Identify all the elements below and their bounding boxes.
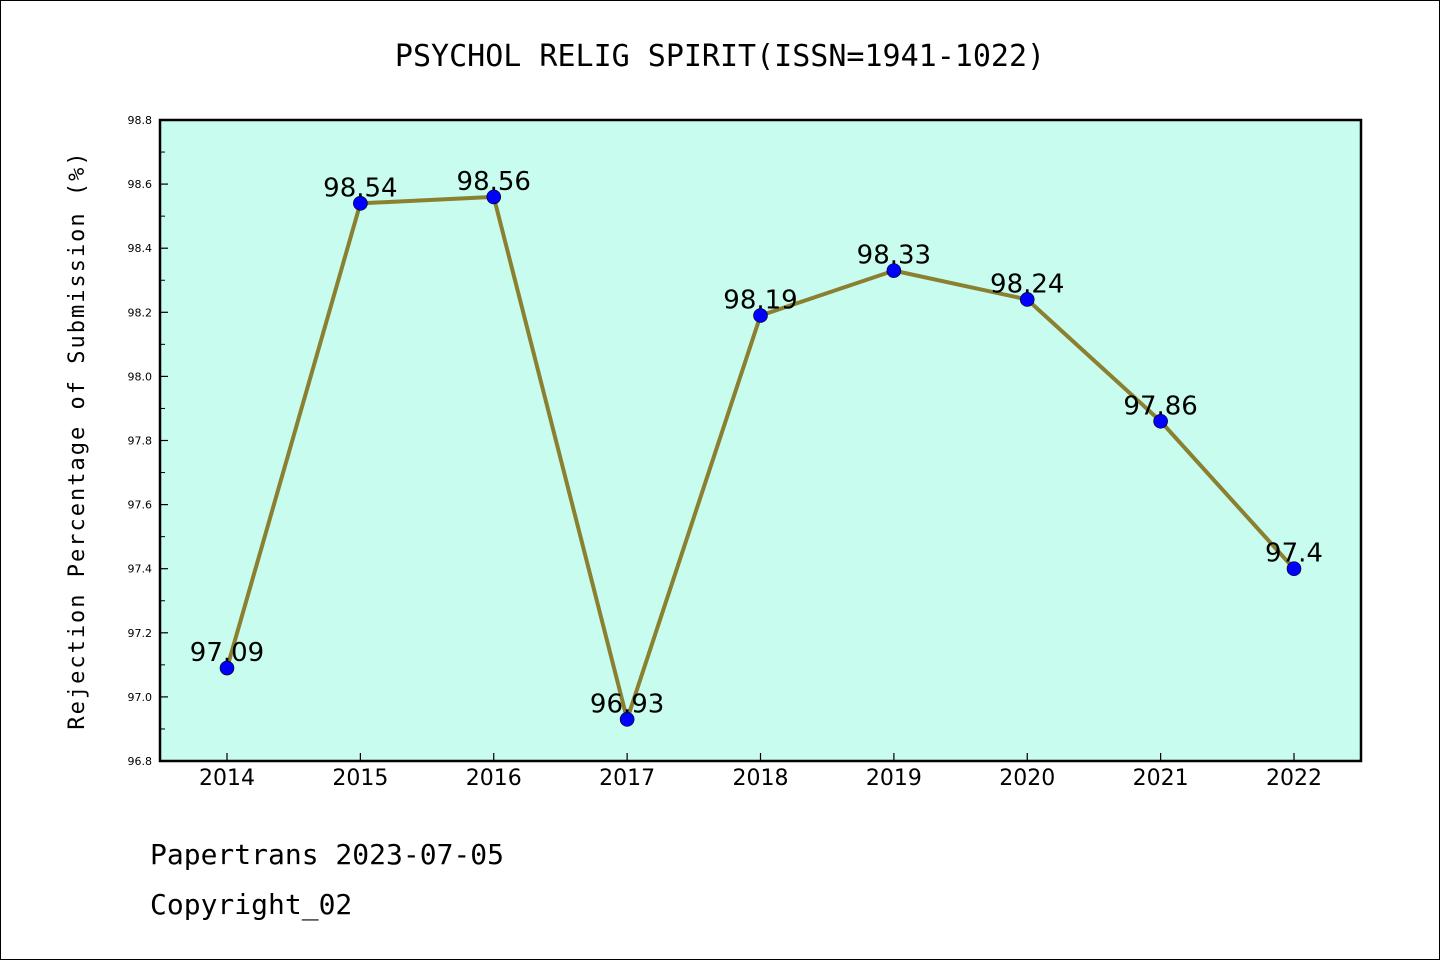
data-label: 97.09 xyxy=(190,638,264,668)
data-point xyxy=(753,308,768,323)
plot-area xyxy=(158,118,1363,763)
data-label: 98.56 xyxy=(457,167,531,197)
x-tick-label: 2014 xyxy=(199,766,255,791)
y-tick-label: 97.6 xyxy=(128,499,153,512)
y-tick-label: 97.4 xyxy=(128,563,153,576)
data-point xyxy=(1286,561,1302,577)
data-label: 97.86 xyxy=(1123,391,1197,421)
footer-date: Papertrans 2023-07-05 xyxy=(150,838,504,871)
data-labels: 97.09 98.54 98.56 96.93 98.19 98.33 98.24 97.86… xyxy=(190,167,1323,719)
x-tick-label: 2017 xyxy=(599,766,655,791)
data-point xyxy=(1153,413,1168,429)
x-tick-label: 2022 xyxy=(1266,766,1322,791)
data-point xyxy=(486,189,502,205)
x-tick-label: 2019 xyxy=(866,766,922,791)
y-tick-label: 98.6 xyxy=(128,178,153,191)
data-label: 98.33 xyxy=(857,241,931,271)
x-tick-label: 2015 xyxy=(332,766,388,791)
data-point xyxy=(219,660,235,676)
data-label: 98.24 xyxy=(990,269,1064,299)
data-points xyxy=(219,189,1302,727)
x-tick-label: 2018 xyxy=(733,766,789,791)
footer-copyright: Copyright_02 xyxy=(150,888,352,922)
y-tick-label: 97.2 xyxy=(128,627,153,640)
y-axis: 96.8 97.0 97.2 97.4 97.6 97.8 98.0 98.2 98.4 98.6… xyxy=(128,114,168,768)
chart-title: PSYCHOL RELIG SPIRIT(ISSN=1941-1022) xyxy=(395,39,1045,74)
x-tick-label: 2016 xyxy=(466,766,522,791)
y-tick-label: 97.0 xyxy=(128,691,153,704)
data-point xyxy=(886,263,902,278)
y-tick-label: 98.2 xyxy=(128,306,153,319)
data-point xyxy=(353,196,368,211)
data-point xyxy=(1019,292,1035,307)
x-tick-label: 2020 xyxy=(999,766,1055,791)
x-tick-label: 2021 xyxy=(1133,766,1189,791)
data-label: 98.19 xyxy=(723,286,797,316)
data-label: 96.93 xyxy=(590,689,664,719)
x-axis: 2014 2015 2016 2017 2018 2019 2020 2021 2022 xyxy=(199,753,1322,791)
data-label: 98.54 xyxy=(323,173,397,203)
data-point xyxy=(619,712,635,727)
y-tick-label: 98.8 xyxy=(128,114,153,127)
y-tick-label: 97.8 xyxy=(128,435,153,448)
data-label: 97.4 xyxy=(1265,539,1323,569)
y-tick-label: 98.4 xyxy=(128,242,153,255)
y-tick-label: 98.0 xyxy=(128,370,153,383)
y-tick-label: 96.8 xyxy=(128,755,153,768)
y-axis-label: Rejection Percentage of Submission (%) xyxy=(65,150,90,729)
